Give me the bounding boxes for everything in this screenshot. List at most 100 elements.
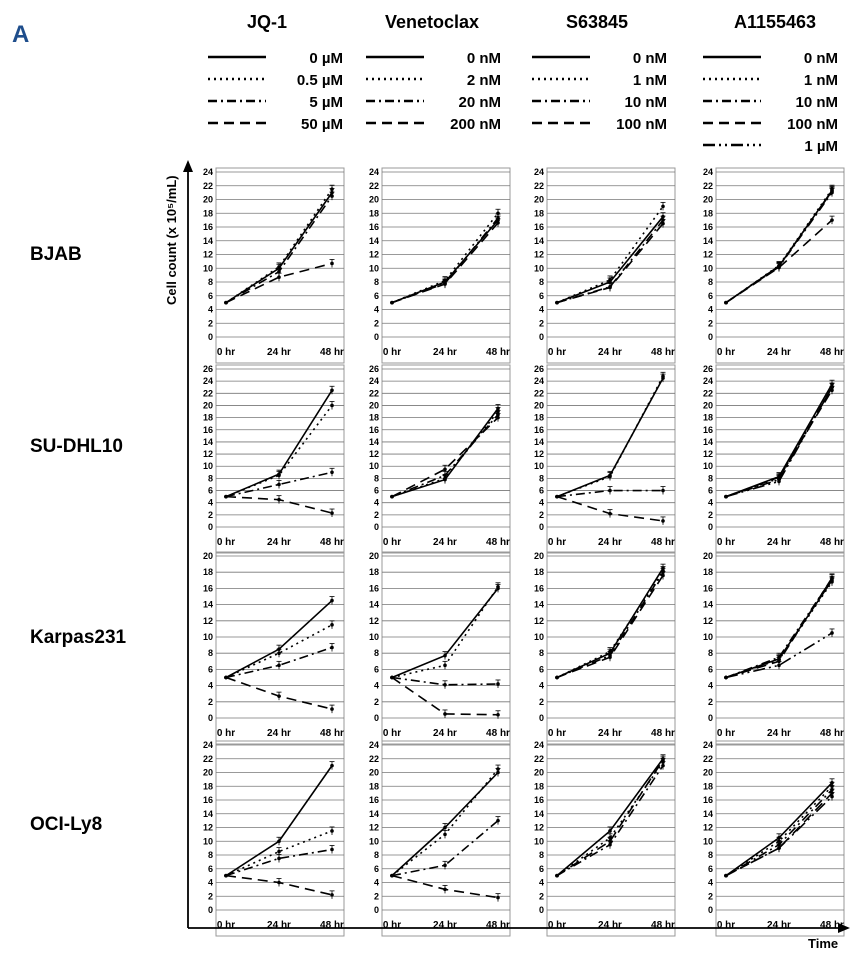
data-point: [224, 494, 228, 499]
legend-dose-label: 0 nM: [804, 50, 838, 67]
y-tick-label: 20: [703, 551, 713, 561]
y-tick-label: 20: [369, 400, 379, 410]
cell-line-label-0: BJAB: [30, 244, 82, 265]
x-tick-label: 0 hr: [217, 347, 235, 358]
y-tick-label: 8: [539, 850, 544, 860]
y-tick-label: 10: [534, 461, 544, 471]
x-tick-label: 24 hr: [267, 347, 291, 358]
series-line-dashed: [556, 575, 664, 679]
x-tick-label: 48 hr: [820, 537, 844, 548]
y-tick-label: 4: [374, 305, 379, 315]
y-tick-label: 16: [369, 222, 379, 232]
y-tick-label: 16: [703, 583, 713, 593]
panel-frame: [381, 551, 511, 745]
series-line-dashdotdot: [725, 632, 833, 679]
series-line-solid: [725, 190, 833, 304]
data-point: [724, 873, 728, 878]
y-tick-label: 4: [708, 498, 713, 508]
series-line-dashed: [391, 222, 499, 304]
x-tick-label: 24 hr: [267, 728, 291, 739]
panel-frame: [715, 551, 845, 745]
x-tick-label: 24 hr: [267, 537, 291, 548]
y-tick-label: 22: [534, 388, 544, 398]
y-tick-label: 6: [539, 486, 544, 496]
x-tick-label: 24 hr: [767, 728, 791, 739]
y-axis-label: Cell count (x 10⁵/mL): [164, 175, 179, 305]
x-tick-label: 24 hr: [767, 920, 791, 931]
y-tick-label: 16: [203, 222, 213, 232]
y-tick-label: 20: [534, 400, 544, 410]
y-tick-label: 20: [369, 768, 379, 778]
y-tick-label: 10: [703, 263, 713, 273]
legend-dose-label: 10 nM: [624, 94, 667, 111]
x-tick-label: 0 hr: [548, 920, 566, 931]
y-tick-label: 24: [203, 167, 213, 177]
x-axis-arrow: [838, 923, 850, 933]
series-line-dashdot: [556, 765, 664, 877]
y-tick-label: 4: [708, 681, 713, 691]
y-tick-label: 12: [369, 449, 379, 459]
y-tick-label: 12: [369, 250, 379, 260]
panel-frame: [546, 364, 676, 554]
y-tick-label: 4: [374, 878, 379, 888]
y-tick-label: 8: [539, 277, 544, 287]
panel-frame: [381, 364, 511, 554]
main-axes: [183, 160, 850, 933]
y-tick-label: 12: [369, 823, 379, 833]
y-tick-label: 6: [539, 291, 544, 301]
legend-dose-label: 100 nM: [616, 116, 667, 133]
data-point: [555, 300, 559, 305]
y-tick-label: 0: [539, 522, 544, 532]
x-tick-label: 0 hr: [383, 347, 401, 358]
y-tick-label: 18: [534, 413, 544, 423]
y-tick-label: 4: [208, 878, 213, 888]
y-tick-label: 6: [208, 486, 213, 496]
x-tick-label: 48 hr: [486, 347, 510, 358]
y-tick-label: 18: [369, 781, 379, 791]
data-point: [224, 873, 228, 878]
y-tick-label: 18: [703, 567, 713, 577]
y-tick-label: 2: [539, 318, 544, 328]
y-tick-label: 8: [208, 473, 213, 483]
y-tick-label: 0: [539, 713, 544, 723]
x-tick-label: 48 hr: [320, 347, 344, 358]
y-tick-label: 16: [534, 583, 544, 593]
x-tick-label: 48 hr: [820, 347, 844, 358]
x-tick-label: 24 hr: [598, 920, 622, 931]
series-line-dotted: [391, 768, 499, 877]
data-point: [555, 494, 559, 499]
panel-frame: [215, 364, 345, 554]
y-tick-label: 4: [208, 681, 213, 691]
y-tick-label: 16: [369, 425, 379, 435]
y-tick-label: 10: [203, 263, 213, 273]
x-tick-label: 48 hr: [486, 728, 510, 739]
y-tick-label: 10: [534, 632, 544, 642]
y-tick-label: 2: [374, 510, 379, 520]
y-tick-label: 6: [208, 664, 213, 674]
y-tick-label: 24: [534, 167, 544, 177]
x-tick-label: 0 hr: [548, 347, 566, 358]
x-tick-label: 24 hr: [267, 920, 291, 931]
y-tick-label: 0: [708, 713, 713, 723]
series-line-dotted: [725, 785, 833, 877]
data-point: [224, 675, 228, 680]
y-tick-label: 20: [369, 551, 379, 561]
y-tick-label: 6: [708, 291, 713, 301]
x-tick-label: 0 hr: [383, 537, 401, 548]
y-tick-label: 12: [203, 823, 213, 833]
y-tick-label: 12: [534, 449, 544, 459]
x-tick-label: 0 hr: [383, 728, 401, 739]
y-tick-label: 0: [208, 713, 213, 723]
legend-dose-label: 5 µM: [309, 94, 343, 111]
y-tick-label: 14: [703, 236, 713, 246]
y-tick-label: 4: [374, 498, 379, 508]
y-tick-label: 0: [539, 332, 544, 342]
cell-line-label-1: SU-DHL10: [30, 436, 123, 457]
legend-dose-label: 1 nM: [633, 72, 667, 89]
drug-title-3: A1155463: [734, 12, 816, 32]
y-tick-label: 0: [708, 332, 713, 342]
y-tick-label: 8: [374, 850, 379, 860]
x-tick-label: 0 hr: [217, 537, 235, 548]
y-tick-label: 24: [203, 376, 213, 386]
